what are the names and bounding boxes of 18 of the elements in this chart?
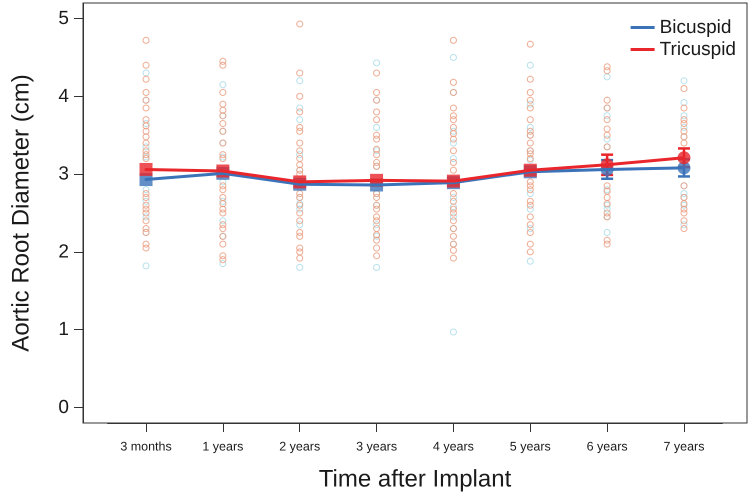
x-tick-label: 4 years [432,440,474,454]
x-axis-title: Time after Implant [318,466,512,492]
y-tick-label: 2 [58,241,69,262]
y-tick-label: 0 [58,396,69,418]
y-tick-label: 3 [58,164,69,185]
x-tick-label: 7 years [663,440,704,454]
x-tick-label: 6 years [586,440,628,454]
y-tick-label: 5 [58,8,69,30]
x-tick-label: 2 years [279,440,320,454]
y-tick-label: 4 [58,86,70,107]
x-tick-label: 1 years [202,440,244,454]
x-tick-label: 3 months [120,440,172,454]
x-tick-label: 5 years [510,440,551,454]
legend-label: Bicuspid [660,17,732,38]
legend-label: Tricuspid [660,39,736,60]
y-tick-label: 1 [58,319,69,340]
x-tick-label: 3 years [356,440,398,454]
y-axis-title: Aortic Root Diameter (cm) [8,74,34,352]
